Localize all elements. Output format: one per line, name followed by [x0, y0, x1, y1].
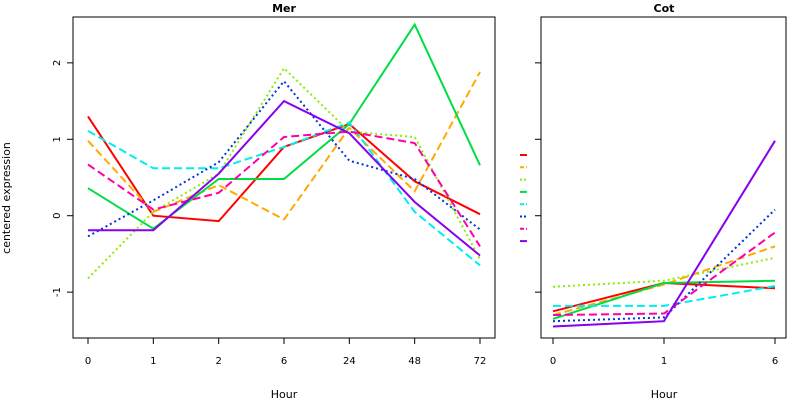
panel-cot: Cot 0 1 6 Hour [535, 2, 787, 400]
series-line-mer-3 [87, 66, 481, 280]
series-lines-cot [552, 140, 776, 328]
y-tick-label: 0 [52, 213, 63, 219]
y-axis-label: centered expression [0, 142, 13, 254]
x-axis-label-cot: Hour [651, 388, 678, 400]
x-tick-label: 6 [772, 356, 778, 367]
x-axis-label-mer: Hour [271, 388, 298, 400]
panel-mer: Mer 0 1 2 6 24 48 72 -1 0 1 2 Hour [52, 2, 496, 400]
x-tick-label: 6 [281, 356, 287, 367]
y-tick-label: -1 [52, 287, 63, 297]
x-tick-label: 48 [408, 356, 421, 367]
y-ticks-mer: -1 0 1 2 [52, 60, 73, 297]
series-line-mer-7 [87, 130, 481, 247]
series-line-cot-3 [552, 256, 776, 288]
series-line-mer-6 [87, 79, 481, 238]
x-tick-label: 0 [550, 356, 556, 367]
x-tick-label: 0 [85, 356, 91, 367]
series-line-cot-5 [553, 285, 776, 307]
y-tick-label: 1 [52, 136, 63, 142]
series-lines-mer [87, 22, 481, 280]
series-line-cot-8 [552, 140, 776, 328]
series-line-mer-5 [87, 121, 481, 267]
panel-title-cot: Cot [654, 2, 675, 15]
series-line-cot-6 [552, 208, 776, 323]
series-key [520, 154, 527, 243]
series-line-cot-1 [552, 281, 776, 313]
y-ticks-cot [535, 62, 541, 293]
x-tick-label: 72 [474, 356, 487, 367]
series-line-mer-2 [87, 71, 481, 221]
series-line-mer-8 [88, 99, 481, 257]
series-line-cot-7 [552, 231, 776, 317]
x-tick-label: 2 [215, 356, 221, 367]
series-line-cot-4 [552, 279, 776, 320]
series-line-mer-4 [87, 22, 481, 230]
plot-frame-mer [72, 16, 496, 339]
y-tick-label: 2 [52, 60, 63, 66]
x-tick-label: 24 [343, 356, 356, 367]
panel-title-mer: Mer [272, 2, 296, 15]
x-tick-label: 1 [150, 356, 156, 367]
x-ticks-mer: 0 1 2 6 24 48 72 [85, 338, 487, 367]
x-tick-label: 1 [661, 356, 667, 367]
x-ticks-cot: 0 1 6 [550, 338, 778, 367]
